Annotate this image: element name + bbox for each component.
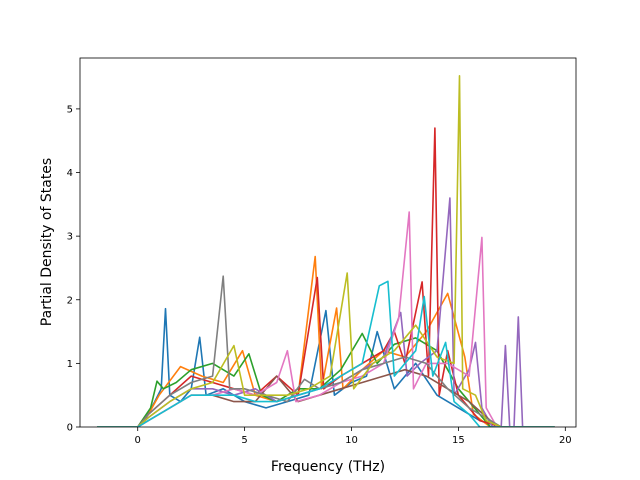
series-line-2 [97,255,555,427]
x-tick-label: 10 [345,435,358,446]
series-layer [97,75,555,427]
x-tick-label: 5 [241,435,247,446]
y-tick-label: 3 [67,232,73,243]
series-line-9 [97,75,555,427]
series-line-1 [97,307,555,427]
x-tick-label: 20 [559,435,572,446]
y-tick-label: 2 [67,295,73,306]
plot-frame [79,57,577,428]
series-line-10 [97,280,555,427]
x-axis-label: Frequency (THz) [271,459,385,475]
y-tick-label: 0 [67,423,73,434]
series-line-8 [97,275,555,427]
y-axis-label: Partial Density of States [39,158,55,326]
x-tick-label: 15 [452,435,465,446]
y-tick-label: 1 [67,359,73,370]
series-line-5 [97,197,555,427]
x-tick-label: 0 [135,435,141,446]
y-tick-label: 5 [67,104,73,115]
ticks-layer: 0 5 10 15 20 0 1 2 3 4 5 [67,104,572,446]
y-tick-label: 4 [67,168,73,179]
